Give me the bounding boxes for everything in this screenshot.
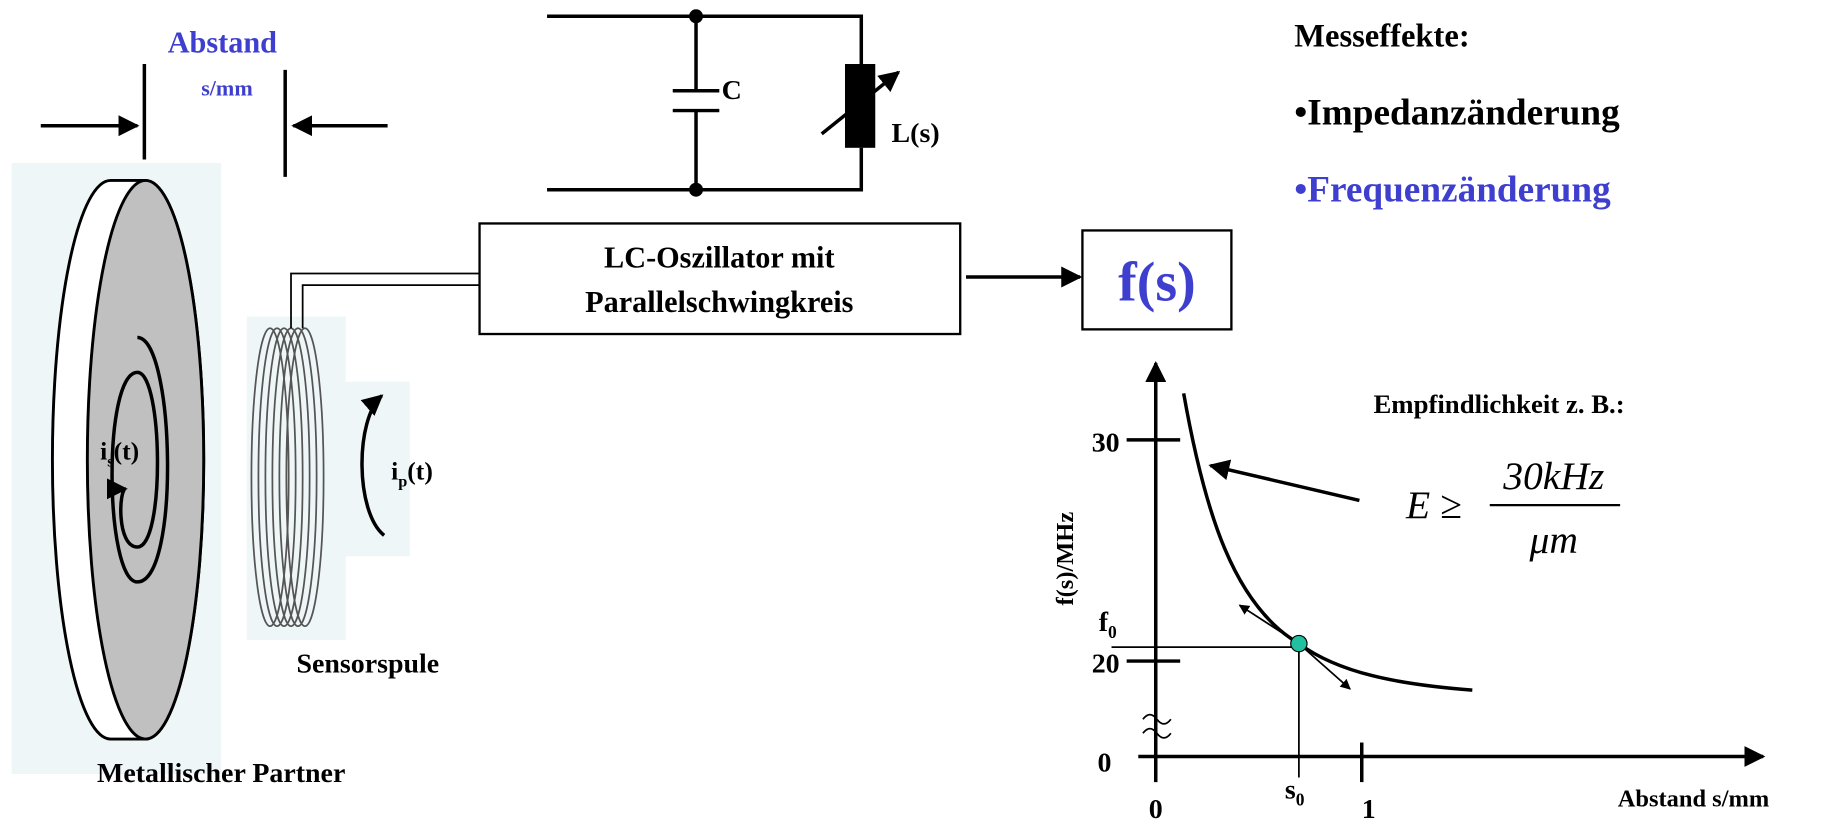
distance-unit: s/mm xyxy=(201,75,253,100)
x-axis-label: Abstand s/mm xyxy=(1618,786,1769,813)
node xyxy=(689,182,704,197)
coil-label: Sensorspule xyxy=(296,649,439,680)
output-box xyxy=(1081,229,1233,331)
output: f(s) xyxy=(1118,251,1196,313)
effects-title: Messeffekte: xyxy=(1294,19,1469,55)
formula-numerator: 30kHz xyxy=(1502,454,1604,498)
variable-arrow xyxy=(820,70,901,136)
y-tick-label: 20 xyxy=(1092,649,1120,680)
eddy-current xyxy=(106,335,170,584)
curve xyxy=(1181,393,1473,692)
coil-current-arrow xyxy=(360,394,386,537)
s0-label: s0 xyxy=(1285,774,1305,809)
inductor xyxy=(844,64,876,148)
node xyxy=(689,9,704,24)
tangent xyxy=(1298,642,1351,690)
oscillator-line: Parallelschwingkreis xyxy=(585,285,854,319)
y-tick-label: 0 xyxy=(1098,748,1112,779)
capacitor-label: C xyxy=(722,75,742,106)
target-current: is(t) xyxy=(100,437,139,471)
coil-wire xyxy=(290,272,480,329)
effect-item: •Impedanzänderung xyxy=(1294,93,1620,134)
inductor-label: L(s) xyxy=(892,118,940,149)
sensitivity-title: Empfindlichkeit z. B.: xyxy=(1373,389,1624,419)
arrow xyxy=(1208,459,1360,503)
y-axis-label: f(s)/MHz xyxy=(1052,512,1079,606)
y-tick-label: 30 xyxy=(1092,428,1120,459)
f0-label: f0 xyxy=(1099,607,1117,642)
target-label: Metallischer Partner xyxy=(97,758,345,789)
disc-face xyxy=(85,178,206,741)
oscillator-line: LC-Oszillator mit xyxy=(604,241,834,275)
formula-lhs: E ≥ xyxy=(1405,483,1462,527)
circuit-wire xyxy=(547,14,864,192)
x-tick-label: 1 xyxy=(1362,794,1376,824)
formula-denominator: μm xyxy=(1529,518,1578,562)
coil-current: ip(t) xyxy=(391,457,433,491)
distance-label: Abstand xyxy=(168,25,277,59)
effect-item: •Frequenzänderung xyxy=(1294,169,1611,210)
axis-break xyxy=(1142,713,1172,739)
x-tick-label: 0 xyxy=(1149,794,1163,824)
tangent xyxy=(1238,604,1300,645)
oscillator-box xyxy=(478,222,962,336)
operating-point xyxy=(1290,634,1308,653)
